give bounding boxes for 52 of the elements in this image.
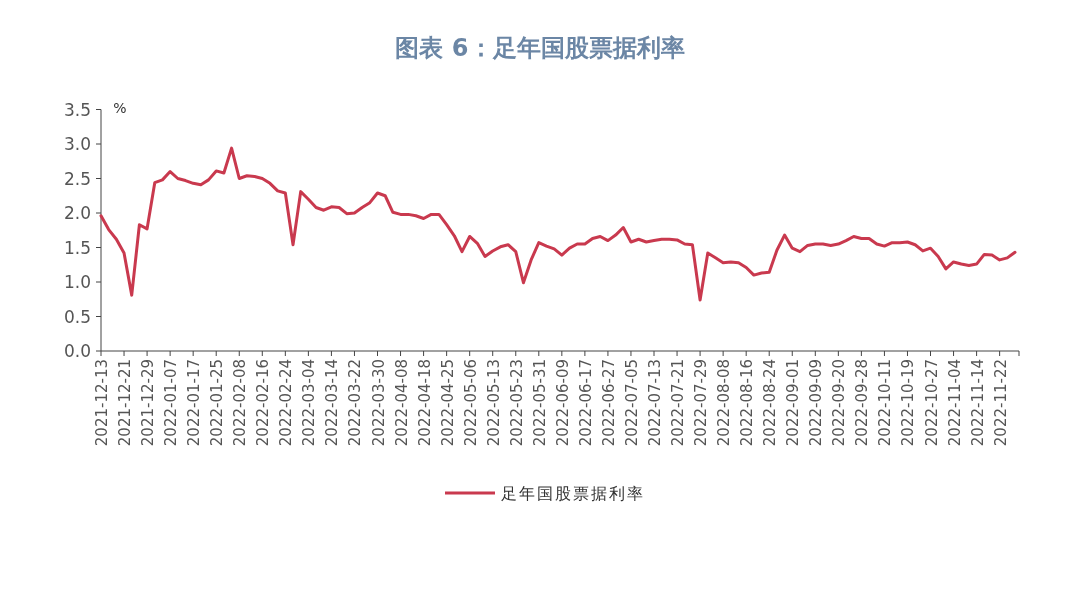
line-series — [99, 146, 1017, 302]
x-tick-label: 2022-03-14 — [323, 359, 342, 447]
x-tick-label: 2022-03-30 — [369, 359, 388, 447]
x-tick-label: 2022-03-22 — [346, 359, 365, 447]
x-tick-label: 2022-11-14 — [968, 359, 987, 447]
y-tick-label: 2.5 — [63, 168, 91, 189]
x-tick-label: 2022-04-25 — [438, 359, 457, 447]
x-tick-label: 2022-05-31 — [530, 359, 549, 447]
x-tick-label: 2022-02-08 — [231, 359, 250, 447]
y-tick-label: 1.5 — [63, 237, 91, 258]
x-tick-label: 2021-12-29 — [139, 359, 158, 447]
x-tick-label: 2022-11-04 — [945, 359, 964, 447]
y-tick-label: 0.5 — [63, 306, 91, 327]
x-tick-label: 2022-08-16 — [738, 359, 757, 447]
x-tick-label: 2022-08-08 — [715, 359, 734, 447]
y-tick-label: 0.0 — [63, 341, 91, 361]
x-tick-label: 2022-07-05 — [622, 359, 641, 447]
x-tick-label: 2022-05-23 — [507, 359, 526, 447]
x-tick-label: 2022-06-27 — [599, 359, 618, 447]
x-tick-label: 2022-11-22 — [991, 359, 1010, 447]
x-tick-label: 2022-05-13 — [484, 359, 503, 447]
x-tick-label: 2022-07-13 — [646, 359, 665, 447]
x-tick-label: 2022-01-25 — [208, 359, 227, 447]
x-tick-label: 2022-02-24 — [277, 359, 296, 447]
x-tick-label: 2022-10-27 — [922, 359, 941, 447]
x-tick-label: 2022-09-01 — [784, 359, 803, 447]
x-tick-label: 2022-09-20 — [830, 359, 849, 447]
x-tick-label: 2021-12-21 — [116, 359, 135, 447]
y-tick-label: 3.5 — [63, 99, 91, 120]
x-tick-label: 2022-01-07 — [162, 359, 181, 447]
x-tick-label: 2021-12-13 — [93, 359, 111, 447]
y-tick-label: 1.0 — [63, 272, 91, 292]
x-tick-label: 2022-09-28 — [853, 359, 872, 447]
y-axis-title: % — [113, 100, 127, 116]
x-tick-label: 2022-04-18 — [415, 359, 434, 447]
legend-label: 足年国股票据利率 — [501, 484, 645, 503]
x-tick-label: 2022-08-24 — [761, 359, 780, 447]
x-tick-label: 2022-06-09 — [553, 359, 572, 447]
x-tick-label: 2022-06-17 — [576, 359, 595, 447]
x-tick-label: 2022-07-29 — [692, 359, 711, 447]
x-tick-label: 2022-02-16 — [254, 359, 273, 447]
x-tick-label: 2022-09-09 — [807, 359, 826, 447]
x-tick-label: 2022-10-19 — [899, 359, 918, 447]
x-tick-label: 2022-01-17 — [185, 359, 204, 447]
x-tick-label: 2022-05-06 — [461, 359, 480, 447]
x-tick-label: 2022-04-08 — [392, 359, 411, 447]
x-tick-label: 2022-03-04 — [300, 359, 319, 447]
x-tick-label: 2022-07-21 — [669, 359, 688, 447]
chart-title: 图表 6：足年国股票据利率 — [395, 34, 685, 62]
y-tick-label: 3.0 — [63, 134, 91, 154]
x-tick-label: 2022-10-11 — [876, 359, 895, 447]
y-tick-label: 2.0 — [63, 203, 91, 223]
